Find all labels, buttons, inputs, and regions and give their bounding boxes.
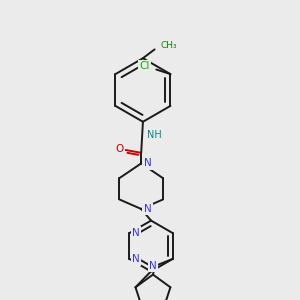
Text: Cl: Cl xyxy=(139,61,149,71)
Text: N: N xyxy=(132,228,140,238)
Text: N: N xyxy=(132,254,140,264)
Text: NH: NH xyxy=(147,130,162,140)
Text: N: N xyxy=(144,204,152,214)
Text: N: N xyxy=(144,158,152,168)
Text: O: O xyxy=(115,144,123,154)
Text: N: N xyxy=(149,261,157,271)
Text: CH₃: CH₃ xyxy=(160,41,177,50)
